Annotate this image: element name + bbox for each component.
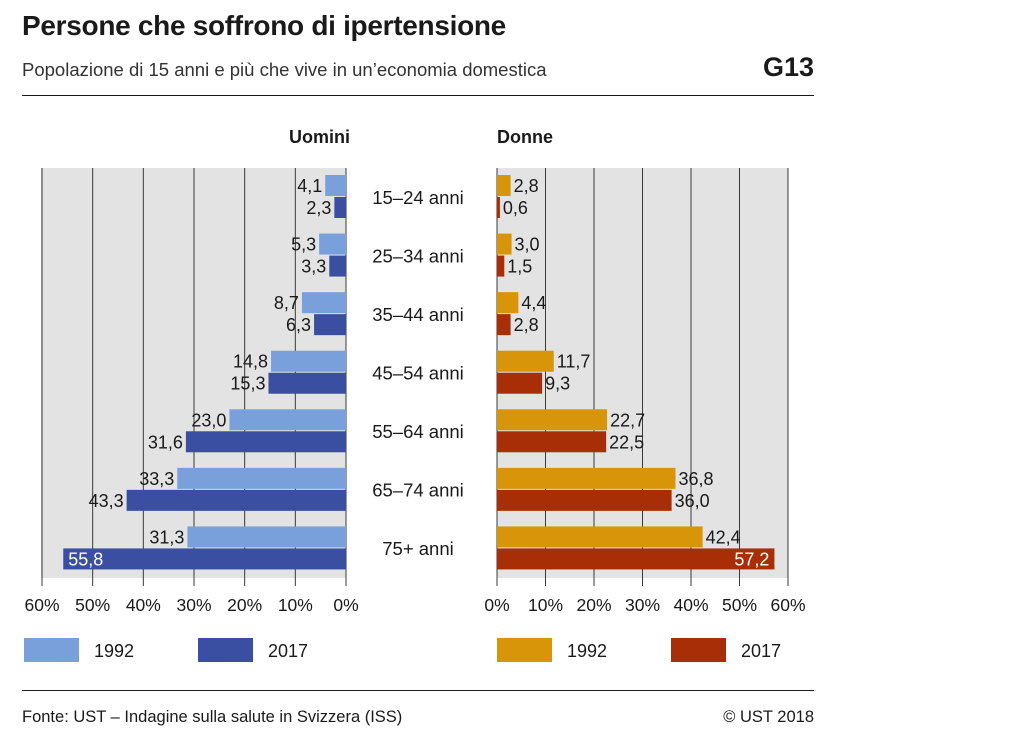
uomini-value-label: 15,3 — [230, 374, 265, 394]
uomini-tick-label: 10% — [278, 595, 313, 615]
copyright-note: © UST 2018 — [723, 708, 814, 726]
footer-rule — [22, 690, 814, 691]
donne-bar-2017 — [497, 548, 775, 570]
uomini-legend-swatch-2017 — [198, 638, 253, 662]
source-note: Fonte: UST – Indagine sulla salute in Sv… — [22, 708, 403, 726]
uomini-bar-1992 — [177, 467, 346, 489]
donne-value-label: 57,2 — [734, 549, 769, 569]
age-group-label: 35–44 anni — [372, 304, 464, 325]
uomini-value-label: 5,3 — [291, 235, 316, 255]
uomini-value-label: 31,6 — [148, 432, 183, 452]
donne-bar-1992 — [497, 467, 676, 489]
donne-legend-label: 2017 — [741, 641, 781, 661]
age-group-label: 15–24 anni — [372, 187, 464, 208]
donne-panel-title: Donne — [497, 127, 553, 147]
donne-bar-1992 — [497, 175, 511, 196]
donne-tick-label: 30% — [625, 595, 660, 615]
uomini-bar-2017 — [63, 548, 346, 570]
donne-bar-2017 — [497, 489, 672, 511]
donne-value-label: 4,4 — [521, 293, 546, 313]
donne-legend-label: 1992 — [567, 641, 607, 661]
donne-tick-label: 10% — [528, 595, 563, 615]
uomini-value-label: 55,8 — [68, 549, 103, 569]
uomini-bar-2017 — [329, 255, 346, 277]
uomini-bar-1992 — [325, 175, 346, 196]
donne-value-label: 3,0 — [515, 235, 540, 255]
uomini-tick-label: 20% — [227, 595, 262, 615]
donne-value-label: 11,7 — [557, 352, 591, 372]
donne-legend-swatch-1992 — [497, 638, 552, 662]
donne-tick-label: 40% — [673, 595, 708, 615]
donne-value-label: 22,5 — [609, 432, 644, 452]
donne-value-label: 22,7 — [610, 410, 645, 430]
uomini-bar-1992 — [271, 350, 346, 372]
uomini-tick-label: 50% — [75, 595, 110, 615]
uomini-bar-1992 — [187, 526, 346, 548]
chart-subtitle: Popolazione di 15 anni e più che vive in… — [22, 59, 547, 80]
age-group-label: 45–54 anni — [372, 363, 464, 384]
donne-legend-swatch-2017 — [671, 638, 726, 662]
uomini-bar-1992 — [229, 409, 346, 431]
header-rule — [22, 95, 814, 96]
uomini-value-label: 43,3 — [89, 491, 124, 511]
donne-bar-1992 — [497, 233, 512, 255]
donne-value-label: 0,6 — [503, 198, 528, 218]
donne-value-label: 9,3 — [545, 374, 570, 394]
uomini-tick-label: 40% — [126, 595, 161, 615]
uomini-bar-2017 — [334, 197, 346, 218]
donne-value-label: 2,8 — [514, 176, 539, 196]
uomini-value-label: 31,3 — [149, 527, 184, 547]
uomini-value-label: 8,7 — [274, 293, 299, 313]
donne-tick-label: 60% — [770, 595, 805, 615]
uomini-bar-1992 — [301, 292, 346, 314]
uomini-value-label: 2,3 — [306, 198, 331, 218]
uomini-legend-label: 2017 — [268, 641, 308, 661]
uomini-value-label: 4,1 — [297, 176, 322, 196]
uomini-value-label: 14,8 — [233, 352, 268, 372]
donne-value-label: 36,0 — [675, 491, 710, 511]
uomini-value-label: 23,0 — [191, 410, 226, 430]
uomini-bar-2017 — [185, 431, 346, 453]
uomini-tick-label: 0% — [333, 595, 358, 615]
age-group-label: 75+ anni — [382, 538, 454, 559]
uomini-bar-2017 — [126, 489, 346, 511]
pyramid-chart: 0% 10% 20% 30% 40% 50% 60% Uomini 4,12,3 5,33,38,… — [24, 127, 806, 662]
uomini-legend-label: 1992 — [94, 641, 134, 661]
uomini-bar-1992 — [319, 233, 346, 255]
uomini-value-label: 6,3 — [286, 315, 311, 335]
donne-bar-2017 — [497, 431, 607, 453]
donne-value-label: 42,4 — [706, 527, 741, 547]
uomini-panel-title: Uomini — [289, 127, 350, 147]
uomini-bar-2017 — [268, 372, 346, 394]
age-group-label: 55–64 anni — [372, 421, 464, 442]
donne-bar-1992 — [497, 409, 608, 431]
donne-bar-2017 — [497, 255, 505, 277]
donne-value-label: 1,5 — [507, 257, 532, 277]
donne-bar-2017 — [497, 314, 511, 336]
donne-bar-1992 — [497, 292, 519, 314]
uomini-value-label: 3,3 — [301, 257, 326, 277]
donne-bar-1992 — [497, 350, 554, 372]
uomini-bar-2017 — [314, 314, 346, 336]
donne-bar-2017 — [497, 372, 543, 394]
donne-tick-label: 0% — [484, 595, 509, 615]
donne-tick-label: 20% — [576, 595, 611, 615]
uomini-legend-swatch-1992 — [24, 638, 79, 662]
chart-title: Persone che soffrono di ipertensione — [22, 10, 506, 41]
donne-bar-1992 — [497, 526, 703, 548]
donne-value-label: 2,8 — [514, 315, 539, 335]
donne-tick-label: 50% — [722, 595, 757, 615]
uomini-tick-label: 30% — [176, 595, 211, 615]
donne-value-label: 36,8 — [678, 469, 713, 489]
age-group-label: 25–34 anni — [372, 245, 464, 266]
uomini-tick-label: 60% — [24, 595, 59, 615]
age-group-label: 65–74 anni — [372, 480, 464, 501]
chart-code: G13 — [762, 52, 814, 82]
donne-bar-2017 — [497, 197, 500, 218]
uomini-value-label: 33,3 — [139, 469, 174, 489]
